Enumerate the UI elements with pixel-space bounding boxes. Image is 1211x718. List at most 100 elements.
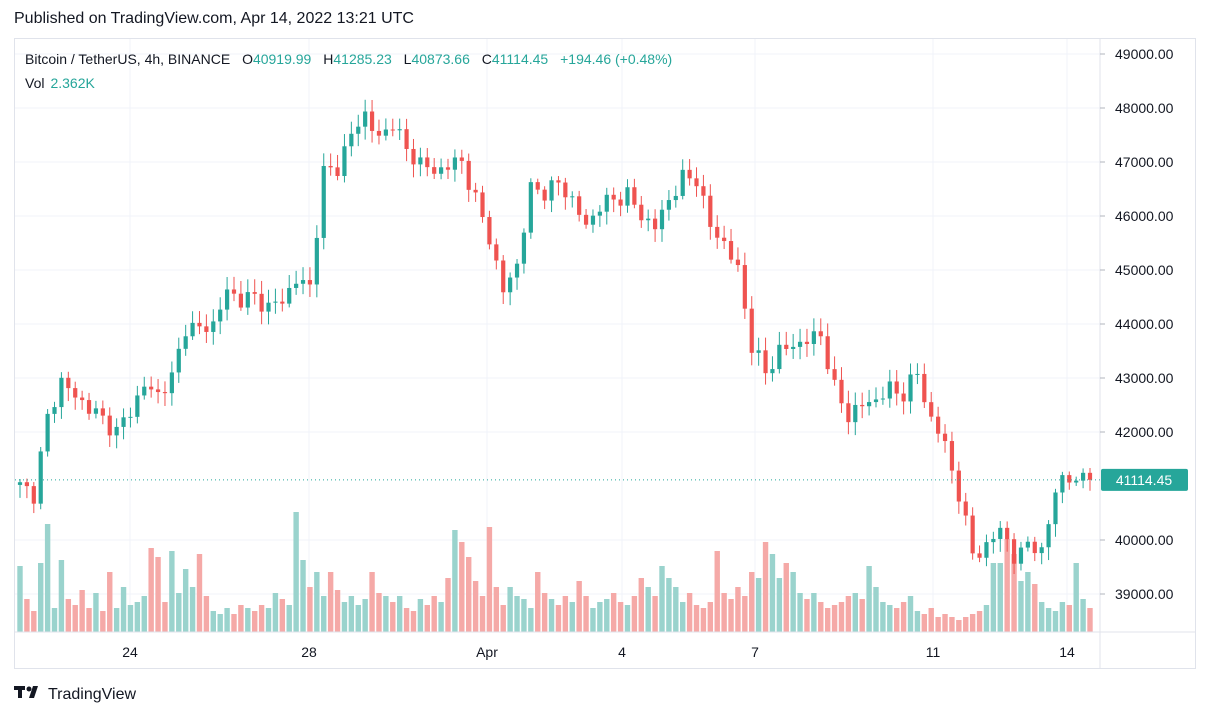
volume-bar xyxy=(935,617,941,632)
volume-bar xyxy=(72,605,78,632)
candle-body xyxy=(425,157,430,168)
candle-body xyxy=(708,195,713,227)
candle-body xyxy=(238,293,244,308)
volume-bar xyxy=(1080,599,1086,632)
volume-bar xyxy=(831,605,838,632)
volume-bar xyxy=(686,593,693,632)
candle-body xyxy=(646,218,651,221)
candle-body xyxy=(590,215,596,225)
candle-body xyxy=(963,501,968,516)
volume-bar xyxy=(86,608,92,632)
volume-bar xyxy=(797,593,803,632)
tradingview-logo-icon xyxy=(14,684,42,705)
volume-bar xyxy=(1032,584,1038,632)
candle-body xyxy=(224,289,230,310)
volume-bar xyxy=(369,572,375,632)
candle-body xyxy=(1005,527,1010,540)
y-tick-label: 40000.00 xyxy=(1115,532,1174,548)
candle-body xyxy=(418,157,423,165)
candle-body xyxy=(211,321,216,332)
x-tick-label: 28 xyxy=(301,644,317,660)
volume-bar xyxy=(735,587,741,632)
volume-bar xyxy=(390,602,396,632)
candle-body xyxy=(31,486,36,504)
volume-bar xyxy=(1087,608,1093,632)
volume-bar xyxy=(1073,563,1079,632)
volume-bar xyxy=(141,596,147,632)
candle-body xyxy=(135,395,140,417)
candle-body xyxy=(280,301,285,304)
volume-bar xyxy=(44,524,51,632)
volume-bar xyxy=(521,599,527,632)
candle-body xyxy=(763,350,768,374)
candle-body xyxy=(114,426,119,436)
candle-body xyxy=(659,209,665,230)
candle-body xyxy=(791,346,796,349)
volume-bar xyxy=(348,596,355,632)
volume-bar xyxy=(666,578,672,632)
candle-body xyxy=(825,336,830,370)
volume-bar xyxy=(472,581,479,632)
volume-bar xyxy=(541,593,548,632)
volume-bar xyxy=(659,566,665,632)
candle-body xyxy=(218,309,223,322)
candle-body xyxy=(197,322,202,327)
volume-bar xyxy=(783,563,789,632)
volume-bar xyxy=(93,593,99,632)
open-value: 40919.99 xyxy=(252,51,312,67)
volume-bar xyxy=(638,578,644,632)
candle-body xyxy=(625,187,630,206)
volume-bar xyxy=(790,572,796,632)
volume-bar xyxy=(894,608,900,632)
candle-body xyxy=(1080,472,1086,481)
volume-bar xyxy=(824,608,831,632)
candle-body xyxy=(80,397,85,401)
candle-body xyxy=(86,400,92,414)
volume-bar xyxy=(383,596,389,632)
candle-body xyxy=(563,182,568,198)
volume-bar xyxy=(976,611,983,632)
volume-bar xyxy=(286,605,292,632)
volume-bar xyxy=(880,602,886,632)
volume-bar xyxy=(997,563,1003,632)
volume-bar xyxy=(652,596,658,632)
candle-body xyxy=(335,167,340,177)
candle-body xyxy=(839,379,844,404)
volume-bar xyxy=(466,557,472,632)
candle-body xyxy=(556,180,561,183)
chart-frame[interactable] xyxy=(14,38,1196,669)
volume-bar xyxy=(452,530,458,632)
volume-bar xyxy=(210,611,216,632)
candle-body xyxy=(24,482,30,487)
volume-bar xyxy=(514,596,520,632)
volume-value: 2.362K xyxy=(50,75,95,91)
candle-body xyxy=(604,194,609,212)
tradingview-brand[interactable]: TradingView xyxy=(14,684,136,705)
open-label: O xyxy=(242,51,253,67)
volume-bar xyxy=(562,596,569,632)
volume-bar xyxy=(617,602,624,632)
candle-body xyxy=(190,322,195,337)
volume-bar xyxy=(169,551,175,632)
change-value: +194.46 (+0.48%) xyxy=(560,51,673,67)
candle-body xyxy=(480,192,485,218)
candle-body xyxy=(1060,475,1065,493)
volume-bar xyxy=(293,512,299,632)
y-tick-label: 45000.00 xyxy=(1115,262,1174,278)
candle-body xyxy=(1018,547,1024,564)
y-tick-label: 44000.00 xyxy=(1115,316,1174,332)
candle-body xyxy=(922,373,927,403)
last-price-marker: 41114.45 xyxy=(15,468,1188,491)
volume-bar xyxy=(486,527,493,632)
volume-bar xyxy=(624,605,631,632)
volume-bar xyxy=(645,587,651,632)
candle-body xyxy=(369,111,375,131)
volume-bar xyxy=(1045,608,1052,632)
x-tick-label: 7 xyxy=(751,644,759,660)
volume-bar xyxy=(217,614,223,632)
y-tick-label: 47000.00 xyxy=(1115,154,1174,170)
candle-body xyxy=(611,194,616,200)
volume-bar xyxy=(252,611,258,632)
candle-body xyxy=(722,237,727,242)
